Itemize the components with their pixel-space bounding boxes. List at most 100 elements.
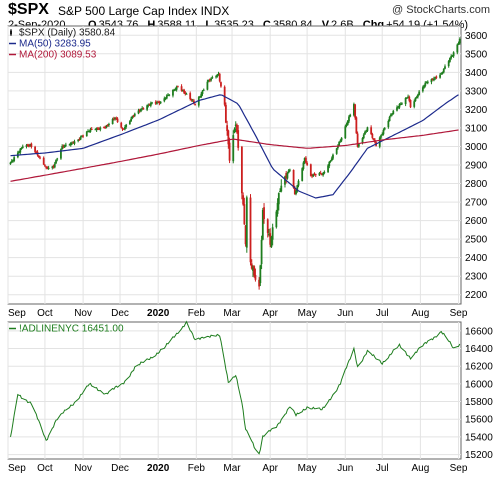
candle-body <box>269 233 272 245</box>
candle-body <box>85 131 88 137</box>
candle-body <box>44 165 46 167</box>
candle-body <box>415 96 418 98</box>
candle-body <box>279 191 281 193</box>
y-tick-label: 16000 <box>465 379 493 390</box>
candle-body <box>407 96 409 98</box>
candle-body <box>82 135 84 137</box>
candle-body <box>131 116 134 119</box>
candle-body <box>442 68 445 73</box>
candle-body <box>28 145 30 147</box>
candle-body <box>263 207 265 219</box>
candle-body <box>304 157 307 163</box>
candle-body <box>314 174 317 176</box>
candle-body <box>191 100 194 102</box>
candle-body <box>21 146 24 148</box>
candle-body <box>174 89 177 91</box>
candle-body <box>89 128 92 132</box>
candle-body <box>208 79 211 81</box>
x-tick-label: Mar <box>223 463 241 474</box>
candle-body <box>240 146 243 194</box>
volume-label: V <box>321 19 330 31</box>
candle-body <box>111 119 114 124</box>
candle-body <box>313 173 316 175</box>
candle-body <box>94 129 97 131</box>
candle-body <box>216 74 219 77</box>
candle-body <box>399 103 402 105</box>
candle-body <box>115 118 118 120</box>
x-tick-label: Jun <box>337 463 353 474</box>
x-tick-label: Nov <box>74 308 92 319</box>
candle-body <box>405 97 408 99</box>
candle-body <box>39 157 41 159</box>
adline-series-line <box>10 320 461 455</box>
candle-body <box>318 173 321 176</box>
candle-body <box>280 185 283 192</box>
index-name: S&P 500 Large Cap Index INDX <box>58 4 229 18</box>
candle-body <box>409 99 412 108</box>
low-label: L <box>205 19 213 31</box>
candle-body <box>124 126 126 130</box>
candle-body <box>151 102 153 104</box>
candle-body <box>30 143 33 148</box>
x-tick-label: Jul <box>376 308 389 319</box>
candle-body <box>96 127 99 129</box>
candle-body <box>233 128 236 133</box>
candle-body <box>147 104 150 106</box>
y-tick-label: 2400 <box>465 253 488 264</box>
candle-body <box>361 138 364 143</box>
candle-body <box>430 79 433 83</box>
candle-body <box>449 58 451 62</box>
candle-body <box>421 87 424 92</box>
candle-body <box>348 116 350 122</box>
candle-body <box>451 55 454 57</box>
candle-body <box>366 127 369 131</box>
candle-body <box>243 204 246 225</box>
candle-body <box>79 137 82 140</box>
candle-body <box>320 173 323 175</box>
open-label: O <box>88 19 97 31</box>
candle-body <box>362 134 365 139</box>
candle-body <box>271 227 274 240</box>
candle-body <box>46 167 49 169</box>
candle-body <box>202 89 205 91</box>
breadth-legend: !ADLINENYC 16451.00 <box>9 324 124 335</box>
candle-body <box>125 124 128 128</box>
candle-body <box>78 139 81 141</box>
candle-body <box>128 121 131 125</box>
candle-body <box>414 97 417 102</box>
candle-body <box>357 143 360 147</box>
candle-body <box>452 52 455 57</box>
candle-body <box>306 162 309 165</box>
candle-body <box>73 141 76 144</box>
candle-body <box>19 148 22 153</box>
candle-body <box>199 96 201 98</box>
candle-body <box>167 95 169 97</box>
candle-body <box>339 140 342 142</box>
candle-body <box>116 118 119 123</box>
candle-body <box>35 152 38 154</box>
candle-body <box>142 108 145 110</box>
candle-body <box>207 80 210 82</box>
candle-body <box>444 66 446 69</box>
x-tick-label: Dec <box>111 308 129 319</box>
x-tick-label: Nov <box>74 463 92 474</box>
candle-body <box>439 74 441 78</box>
candle-body <box>149 103 152 106</box>
candle-body <box>99 127 102 130</box>
x-tick-label: Mar <box>223 308 241 319</box>
candle-body <box>417 94 419 97</box>
candle-body <box>434 77 437 79</box>
y-tick-label: 3200 <box>465 105 488 116</box>
candle-body <box>104 127 107 129</box>
y-tick-label: 16600 <box>465 326 493 337</box>
candle-body <box>121 128 124 130</box>
candle-body <box>370 127 373 135</box>
candle-body <box>168 94 171 96</box>
candle-body <box>217 73 220 75</box>
candle-body <box>337 145 339 149</box>
candle-body <box>365 130 368 132</box>
breadth-panel: 15200 15400 15600 15800 16000 16200 16400 16600… <box>7 320 493 474</box>
candle-body <box>242 195 245 205</box>
candle-body <box>18 151 20 153</box>
